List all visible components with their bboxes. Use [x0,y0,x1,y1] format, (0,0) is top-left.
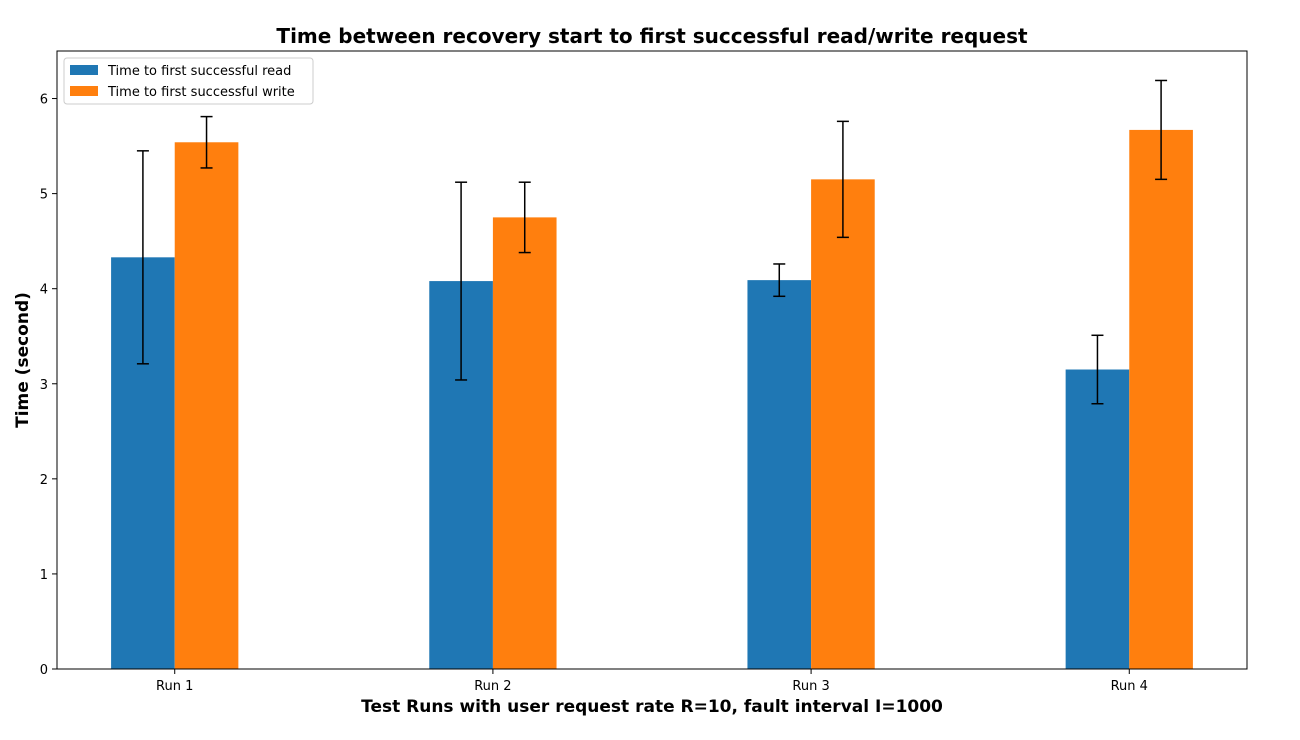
bar-read-3 [747,280,812,669]
plot-area: 0 1 2 3 4 5 6 Run 1 Run 2 Run 3 Run 4 [40,50,1248,694]
y-tick-label-6: 6 [40,93,48,108]
y-tick-label-0: 0 [40,663,48,678]
error-bar-read-2 [455,181,468,381]
x-axis-label: Test Runs with user request rate R=10, f… [361,697,943,717]
error-bar-read-1 [136,150,149,365]
legend-swatch-write [70,86,98,96]
legend: Time to first successful read Time to fi… [63,57,314,105]
legend-label-write: Time to first successful write [107,85,295,100]
x-tick-label-4: Run 4 [1111,679,1148,694]
x-tick-label-3: Run 3 [792,679,829,694]
bar-write-4 [1129,129,1193,670]
error-bar-read-3 [773,263,786,298]
legend-label-read: Time to first successful read [107,64,291,79]
y-tick-label-3: 3 [40,378,48,393]
error-bar-write-2 [518,181,531,254]
bar-write-2 [492,217,557,669]
bar-write-3 [811,179,875,669]
x-tick-label-1: Run 1 [156,679,193,694]
bar-read-4 [1065,369,1130,669]
y-tick-label-2: 2 [40,473,48,488]
chart-title: Time between recovery start to first suc… [276,24,1028,48]
x-tick-label-2: Run 2 [474,679,511,694]
y-tick-label-4: 4 [40,283,48,298]
bar-write-1 [174,142,239,669]
y-axis-label: Time (second) [13,292,33,428]
y-tick-label-5: 5 [40,188,48,203]
y-tick-label-1: 1 [40,568,48,583]
error-bar-write-3 [836,120,849,239]
plot-frame [56,50,1248,670]
legend-swatch-read [70,65,98,75]
legend-box [63,57,314,105]
error-bar-read-4 [1091,334,1104,405]
error-bar-write-4 [1155,79,1168,181]
error-bar-write-1 [200,115,213,169]
